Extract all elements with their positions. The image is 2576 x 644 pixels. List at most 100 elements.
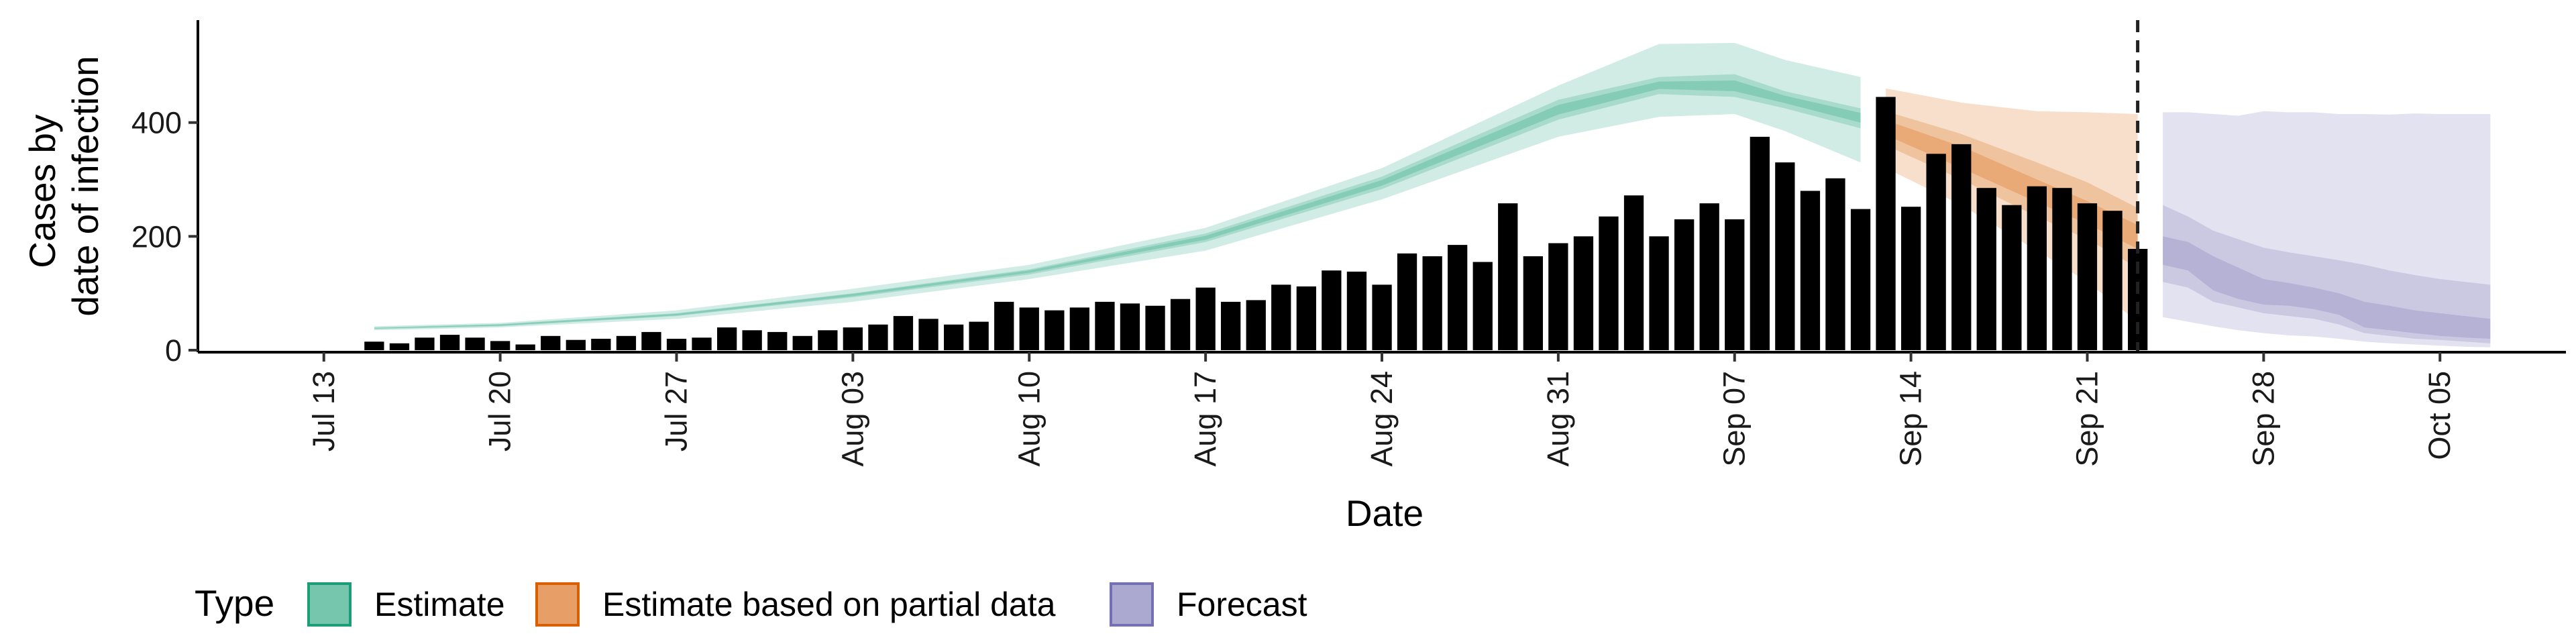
bar: [415, 337, 435, 350]
bar: [1775, 162, 1795, 350]
bar: [1296, 286, 1316, 350]
axes: 0 200 400 Jul 13 Jul 20 Jul 27 Aug 03 Aug 10 Au…: [131, 20, 2566, 467]
bar: [1573, 236, 1594, 350]
x-tick-label: Jul 27: [659, 371, 694, 451]
y-axis-title-line1: Cases by: [21, 114, 63, 268]
bar: [944, 324, 964, 350]
bar: [541, 335, 561, 350]
y-tick-label: 0: [165, 333, 182, 368]
bar: [1271, 284, 1291, 350]
band-partial-inner: [1886, 120, 2138, 249]
band-forecast-mid: [2163, 205, 2491, 343]
bar: [490, 341, 511, 350]
bar: [1976, 188, 1996, 350]
bar: [2052, 188, 2072, 350]
bar: [1397, 253, 1417, 350]
bar: [1599, 216, 1619, 350]
bar: [717, 327, 737, 350]
bar: [843, 327, 863, 350]
bar: [893, 316, 914, 350]
legend-item-partial: Estimate based on partial data: [535, 582, 1056, 627]
x-tick-label: Oct 05: [2422, 371, 2457, 460]
bar: [2102, 211, 2123, 350]
band-estimate-mid: [374, 74, 1861, 329]
bar: [792, 335, 812, 350]
bar: [1548, 243, 1568, 350]
bar: [1095, 301, 1115, 350]
bar: [515, 344, 535, 350]
bar: [1825, 178, 1845, 350]
bar: [616, 335, 637, 350]
bar: [566, 339, 586, 350]
bar: [1120, 303, 1140, 350]
y-tick-label: 400: [131, 106, 182, 140]
observed-bars: [364, 97, 2148, 351]
legend-key-forecast: [1110, 582, 1154, 627]
bar: [1472, 262, 1493, 350]
bar: [2027, 186, 2047, 350]
bar: [1901, 207, 1921, 350]
band-estimate-inner: [374, 80, 1861, 329]
bar: [742, 330, 762, 350]
bar: [364, 341, 384, 350]
x-tick-label: Sep 21: [2070, 371, 2104, 467]
bar: [2002, 205, 2022, 350]
bar: [1322, 270, 1342, 350]
bar: [1422, 256, 1442, 350]
x-tick-label: Aug 17: [1188, 371, 1222, 467]
bar: [591, 339, 611, 350]
bar: [1800, 191, 1821, 350]
bar: [1246, 300, 1266, 350]
x-tick-label: Jul 20: [483, 371, 517, 451]
bar: [1044, 310, 1065, 350]
legend-label-estimate: Estimate: [374, 586, 505, 623]
band-forecast-inner: [2163, 236, 2491, 339]
bar: [1221, 301, 1241, 350]
bar: [1346, 271, 1367, 350]
x-axis-ticks: Jul 13 Jul 20 Jul 27 Aug 03 Aug 10 Aug 17 Aug …: [307, 352, 2457, 467]
band-estimate-outer: [374, 42, 1861, 331]
y-axis-ticks: 0 200 400: [131, 106, 198, 368]
bar: [1145, 305, 1165, 350]
band-partial-mid: [1886, 111, 2138, 268]
bar: [868, 324, 888, 350]
bar: [818, 330, 838, 350]
y-axis-title-line2: date of infection: [64, 56, 106, 316]
bar: [1523, 256, 1543, 350]
bar: [1699, 203, 1719, 350]
x-tick-label: Sep 14: [1894, 371, 1928, 467]
bar: [1498, 203, 1518, 350]
x-tick-label: Jul 13: [307, 371, 341, 451]
bar: [1170, 299, 1191, 350]
x-tick-label: Sep 07: [1717, 371, 1752, 467]
bar: [1926, 154, 1946, 351]
x-tick-label: Sep 28: [2246, 371, 2280, 467]
bar: [641, 331, 661, 350]
legend-item-estimate: Estimate: [307, 582, 505, 627]
bar: [1019, 307, 1039, 350]
bar: [1372, 284, 1392, 350]
bar: [767, 331, 788, 350]
bar: [1069, 307, 1089, 350]
bar: [994, 301, 1014, 350]
bar: [692, 337, 712, 350]
bar: [1876, 97, 1896, 350]
bar: [1674, 219, 1695, 350]
bar: [1649, 236, 1669, 350]
bar: [2077, 203, 2098, 350]
legend-key-partial: [535, 582, 580, 627]
x-tick-label: Aug 10: [1012, 371, 1046, 467]
x-tick-label: Aug 31: [1541, 371, 1575, 467]
bar: [1195, 287, 1216, 350]
x-tick-label: Aug 24: [1364, 371, 1399, 467]
bar: [1448, 245, 1468, 350]
bar: [465, 337, 485, 350]
legend-item-forecast: Forecast: [1110, 582, 1307, 627]
bar: [389, 343, 410, 350]
bar: [1750, 136, 1770, 350]
y-tick-label: 200: [131, 219, 182, 254]
legend-key-estimate: [307, 582, 352, 627]
bar: [439, 335, 460, 350]
legend-label-forecast: Forecast: [1177, 586, 1307, 623]
legend-label-partial: Estimate based on partial data: [602, 586, 1056, 623]
